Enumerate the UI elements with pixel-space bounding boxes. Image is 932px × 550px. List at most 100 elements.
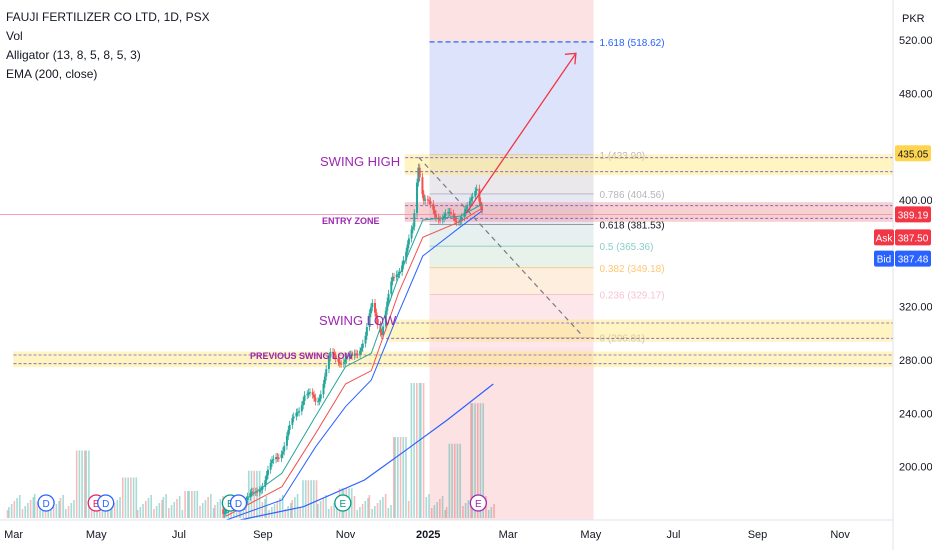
candle-body bbox=[323, 376, 326, 384]
volume-bar bbox=[392, 437, 395, 518]
volume-bar bbox=[73, 500, 75, 518]
candle-body bbox=[334, 355, 337, 359]
ask-label-tag[interactable]: Ask bbox=[874, 229, 894, 246]
volume-bar bbox=[313, 480, 315, 518]
symbol-title[interactable]: FAUJI FERTILIZER CO LTD, 1D, PSX bbox=[6, 10, 210, 24]
indicator-volume[interactable]: Vol bbox=[6, 29, 23, 43]
candle-body bbox=[406, 244, 409, 252]
volume-bar bbox=[178, 496, 181, 518]
volume-bar bbox=[33, 494, 36, 518]
event-marker-letter: E bbox=[475, 499, 482, 510]
fib-level-label: 0.382 (349.18) bbox=[600, 264, 665, 275]
volume-bar bbox=[273, 504, 276, 518]
volume-bar bbox=[75, 450, 78, 518]
candle-body bbox=[432, 203, 435, 210]
candle-body bbox=[288, 424, 291, 430]
candle-body bbox=[287, 429, 290, 437]
candle-body bbox=[417, 167, 420, 183]
fib-band bbox=[429, 267, 594, 295]
event-marker[interactable]: D bbox=[37, 494, 55, 512]
time-tick-label: Mar bbox=[4, 529, 23, 541]
event-marker[interactable]: D bbox=[97, 494, 115, 512]
candle-body bbox=[391, 276, 394, 282]
candle-body bbox=[285, 436, 288, 446]
event-marker[interactable]: E bbox=[334, 494, 352, 512]
time-tick-label: Mar bbox=[499, 529, 518, 541]
ask-price-tag[interactable]: 387.50 bbox=[895, 229, 931, 246]
previous-swing-low-zone bbox=[13, 351, 894, 368]
event-marker-letter: E bbox=[93, 499, 100, 510]
fib-bg-extension bbox=[429, 41, 594, 155]
volume-bar bbox=[193, 491, 196, 518]
event-marker-circle bbox=[97, 494, 115, 512]
candle-body bbox=[375, 312, 378, 320]
candle-body bbox=[322, 383, 325, 395]
time-tick-label: 2025 bbox=[416, 529, 440, 541]
candle-body bbox=[280, 454, 283, 458]
volume-bar bbox=[470, 403, 472, 518]
bid-price-tag[interactable]: 387.48 bbox=[895, 250, 931, 267]
candle-body bbox=[463, 212, 466, 218]
event-marker[interactable]: D bbox=[229, 494, 248, 512]
volume-bar bbox=[436, 502, 438, 518]
volume-bar bbox=[289, 503, 292, 518]
high-price-tag-text: 435.05 bbox=[898, 149, 929, 160]
volume-bar bbox=[173, 502, 176, 518]
volume-bar bbox=[299, 508, 302, 518]
candle-body bbox=[269, 462, 272, 470]
candle-body bbox=[291, 418, 294, 425]
volume-bar bbox=[448, 443, 451, 518]
candle-body bbox=[272, 459, 275, 461]
candle-body bbox=[318, 398, 321, 402]
high-price-tag[interactable]: 435.05 bbox=[895, 145, 931, 162]
volume-bar bbox=[142, 504, 144, 518]
candle-body bbox=[283, 445, 286, 452]
volume-bar bbox=[162, 497, 165, 518]
candle-body bbox=[368, 313, 371, 328]
dashed-trendline bbox=[418, 156, 584, 337]
bid-label-tag[interactable]: Bid bbox=[874, 250, 894, 267]
volume-bar bbox=[247, 470, 250, 518]
price-tick-label: 200.00 bbox=[899, 462, 932, 474]
last-price-tag[interactable]: 389.19 bbox=[895, 206, 931, 223]
volume-bar bbox=[130, 477, 132, 518]
candle-body bbox=[447, 212, 450, 214]
volume-bar bbox=[29, 500, 32, 518]
fib-band bbox=[429, 154, 594, 194]
volume-bar bbox=[96, 507, 98, 518]
volume-bar bbox=[242, 506, 245, 518]
price-tick-label: 400.00 bbox=[899, 195, 932, 207]
candle-body bbox=[276, 457, 279, 459]
event-marker-circle bbox=[37, 494, 55, 512]
volume-bar bbox=[39, 501, 41, 518]
candle-body bbox=[313, 394, 316, 398]
candle-body bbox=[252, 491, 255, 493]
candle-body bbox=[475, 188, 478, 191]
event-marker[interactable]: E bbox=[469, 494, 487, 512]
fib-level-label: 0.236 (329.17) bbox=[600, 290, 665, 301]
volume-bar bbox=[144, 501, 147, 518]
time-tick-label: Nov bbox=[336, 529, 356, 541]
fib-band bbox=[429, 337, 594, 348]
time-tick-label: Sep bbox=[253, 529, 273, 541]
volume-bar bbox=[490, 507, 493, 518]
time-tick-label: May bbox=[86, 529, 107, 541]
candle-body bbox=[300, 405, 303, 412]
volume-bar bbox=[307, 480, 310, 518]
candle-body bbox=[433, 209, 436, 215]
volume-bar bbox=[132, 477, 135, 518]
bid-label-tag-text: Bid bbox=[877, 255, 891, 266]
fib-level-label: 0 (296.81) bbox=[600, 334, 646, 345]
indicator-alligator[interactable]: Alligator (13, 8, 5, 8, 5, 3) bbox=[6, 48, 141, 62]
candle-body bbox=[307, 392, 310, 395]
volume-bar bbox=[59, 498, 62, 518]
volume-bar bbox=[239, 509, 242, 518]
candle-body bbox=[410, 229, 413, 239]
volume-bar bbox=[302, 480, 304, 518]
entry-zone bbox=[404, 202, 894, 222]
volume-bar bbox=[368, 495, 371, 518]
volume-bar bbox=[32, 497, 35, 518]
volume-bar bbox=[294, 497, 296, 518]
indicator-ema[interactable]: EMA (200, close) bbox=[6, 67, 98, 81]
